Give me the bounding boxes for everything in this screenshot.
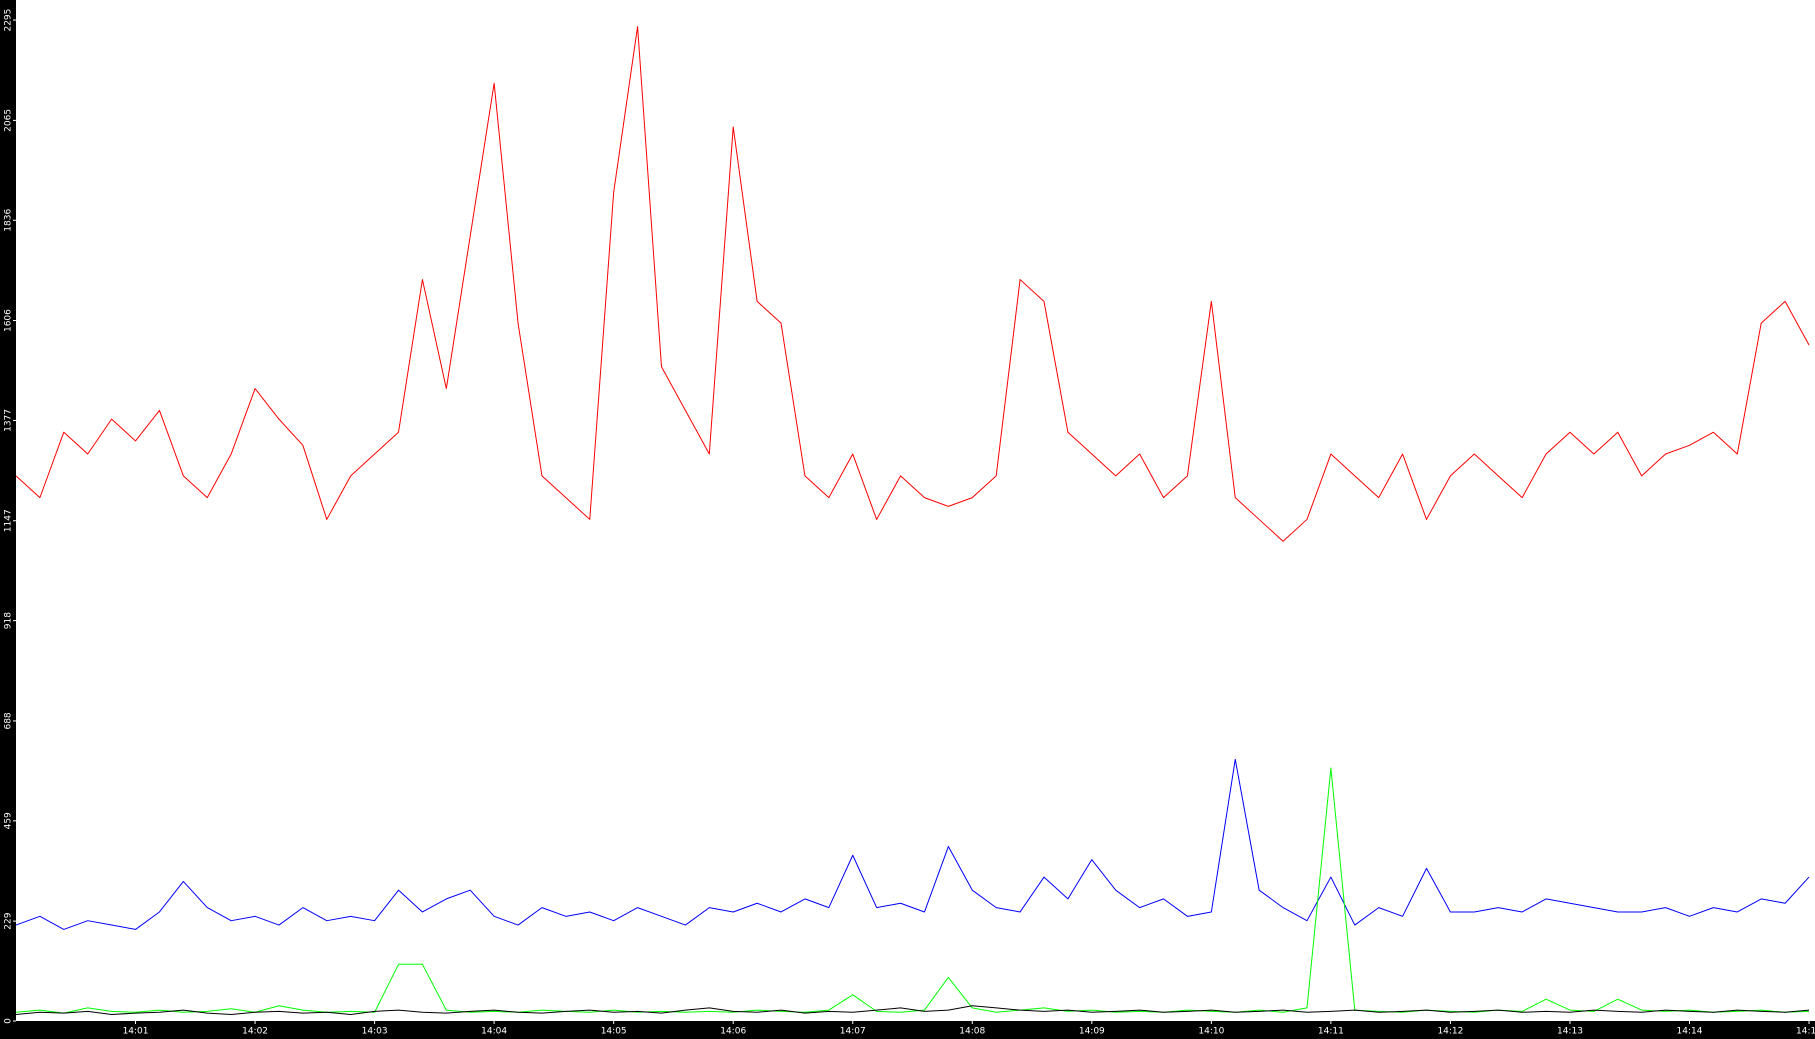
y-tick-label: 229 — [4, 912, 14, 929]
x-tick-label: 14:03 — [362, 1027, 388, 1037]
y-tick-label: 688 — [4, 712, 14, 729]
x-tick-label: 14:15 — [1796, 1027, 1815, 1037]
y-tick-label: 1147 — [4, 509, 14, 532]
series-line — [15, 758, 1810, 930]
x-tick-label: 14:10 — [1198, 1027, 1224, 1037]
x-tick-label: 14:09 — [1079, 1027, 1105, 1037]
y-tick-label: 2065 — [4, 109, 14, 132]
x-tick-label: 14:08 — [959, 1027, 985, 1037]
x-tick-label: 14:01 — [123, 1027, 149, 1037]
series-line — [15, 1005, 1810, 1015]
y-tick-label: 459 — [4, 812, 14, 829]
x-tick-label: 14:13 — [1557, 1027, 1583, 1037]
y-tick-label: 1377 — [4, 409, 14, 432]
y-tick-label: 0 — [4, 1018, 14, 1024]
x-tick-label: 14:05 — [601, 1027, 627, 1037]
y-tick-label: 918 — [4, 612, 14, 629]
y-tick-label: 1606 — [4, 309, 14, 332]
x-tick-label: 14:11 — [1318, 1027, 1344, 1037]
y-tick-label: 2295 — [4, 9, 14, 32]
x-tick-label: 14:07 — [840, 1027, 866, 1037]
x-tick-label: 14:12 — [1437, 1027, 1463, 1037]
x-tick-label: 14:06 — [720, 1027, 746, 1037]
series-line — [15, 26, 1810, 542]
plot-area — [16, 0, 1815, 1021]
y-tick-label: 1836 — [4, 209, 14, 232]
x-tick-label: 14:04 — [481, 1027, 507, 1037]
x-tick-label: 14:14 — [1677, 1027, 1703, 1037]
x-tick-label: 14:02 — [242, 1027, 268, 1037]
